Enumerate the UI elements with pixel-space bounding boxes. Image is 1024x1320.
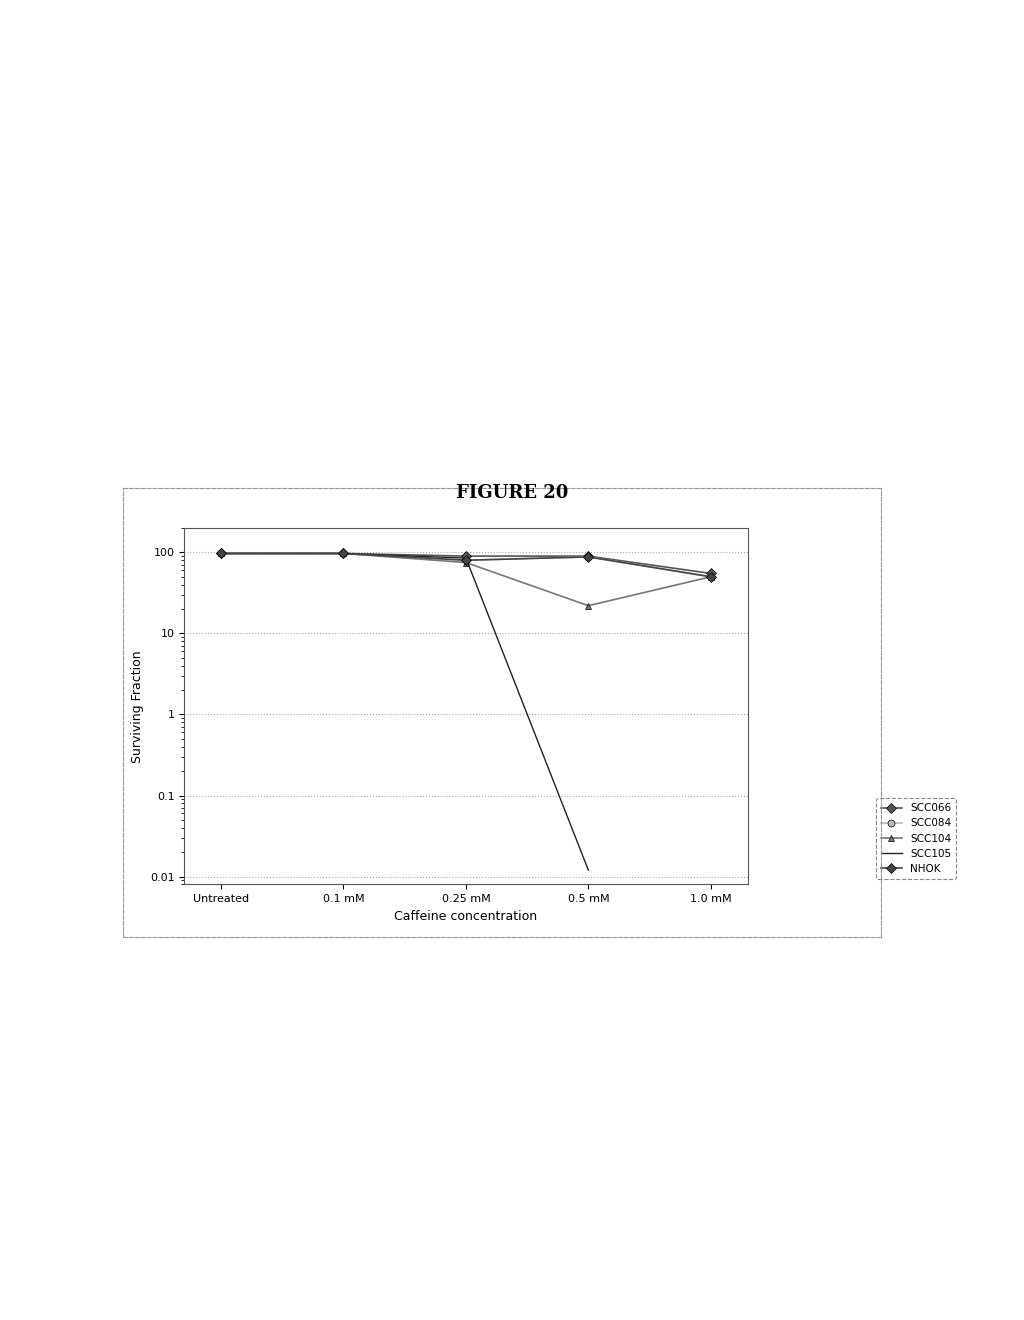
SCC084 (705, 569, 717, 585)
Line: SCC105: SCC105 (221, 553, 589, 870)
Line: SCC066: SCC066 (217, 550, 715, 577)
SCC066 (337, 545, 349, 561)
Line: SCC084: SCC084 (217, 550, 715, 581)
Legend: SCC066, SCC084, SCC104, SCC105, NHOK: SCC066, SCC084, SCC104, SCC105, NHOK (876, 799, 956, 879)
X-axis label: Caffeine concentration: Caffeine concentration (394, 909, 538, 923)
SCC066 (215, 545, 227, 561)
NHOK (583, 549, 595, 565)
NHOK (705, 569, 717, 585)
SCC084 (460, 552, 472, 568)
Line: NHOK: NHOK (217, 550, 715, 581)
SCC105 (460, 550, 472, 566)
NHOK (337, 545, 349, 561)
SCC105 (337, 545, 349, 561)
SCC066 (460, 548, 472, 564)
Line: SCC104: SCC104 (217, 550, 715, 609)
SCC105 (215, 545, 227, 561)
SCC084 (337, 545, 349, 561)
SCC104 (583, 598, 595, 614)
NHOK (460, 552, 472, 568)
Y-axis label: Surviving Fraction: Surviving Fraction (131, 649, 144, 763)
SCC105 (583, 862, 595, 878)
SCC104 (705, 569, 717, 585)
SCC104 (215, 545, 227, 561)
SCC104 (460, 554, 472, 570)
SCC066 (583, 548, 595, 564)
SCC084 (215, 545, 227, 561)
NHOK (215, 545, 227, 561)
SCC104 (337, 545, 349, 561)
SCC084 (583, 549, 595, 565)
Text: FIGURE 20: FIGURE 20 (456, 483, 568, 502)
SCC066 (705, 565, 717, 581)
